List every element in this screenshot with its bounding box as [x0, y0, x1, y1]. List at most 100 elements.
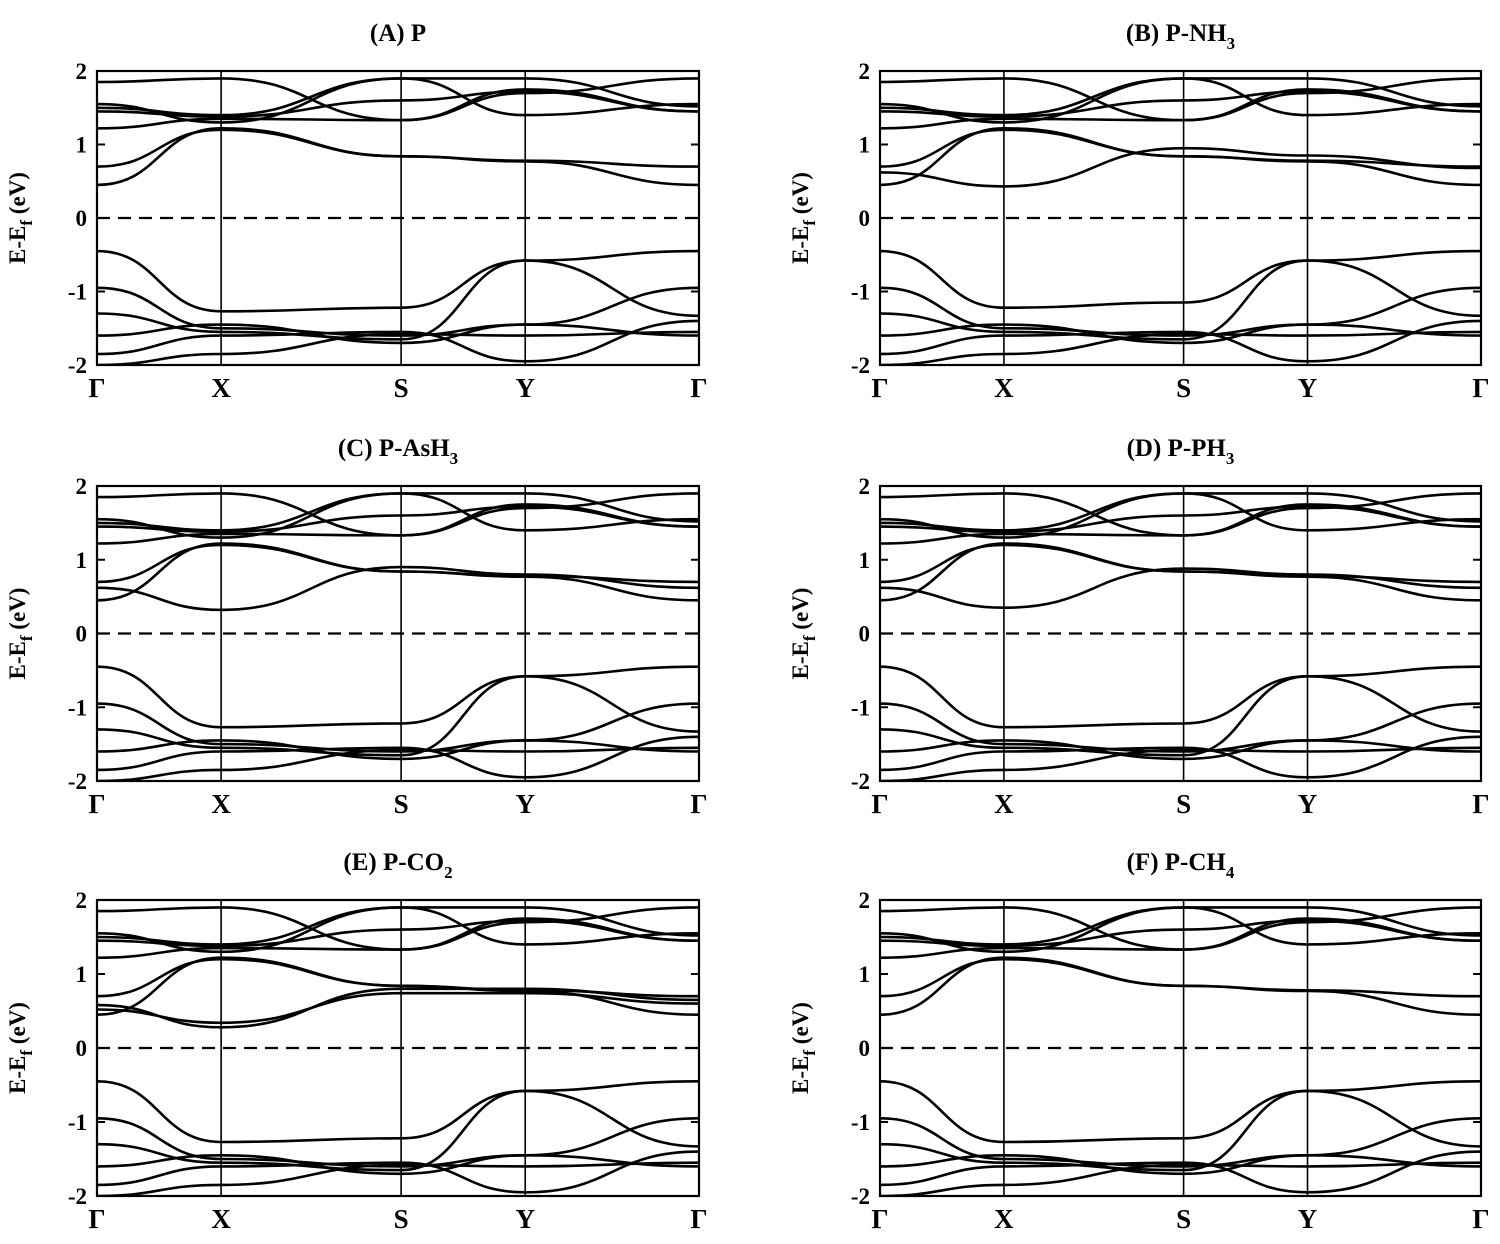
- title-subscript: 3: [1227, 34, 1236, 53]
- y-tick-label: 2: [76, 59, 88, 84]
- x-tick-label: S: [394, 789, 409, 819]
- y-axis-label-main: E-E: [788, 1056, 813, 1094]
- y-axis-label-subscript: f: [800, 1050, 819, 1056]
- band-lines: [880, 492, 1481, 781]
- x-tick-label: S: [394, 1204, 409, 1234]
- y-tick-label: 1: [859, 133, 871, 158]
- x-tick-label: Γ: [88, 789, 105, 819]
- y-tick-label: 0: [76, 622, 88, 647]
- x-tick-label: Γ: [88, 1204, 105, 1234]
- band-vb3: [97, 259, 699, 341]
- panel-title: (A) P: [370, 20, 426, 47]
- y-tick-label: 2: [76, 474, 88, 499]
- y-axis-label-subscript: f: [17, 635, 36, 641]
- x-tick-label: Y: [515, 1204, 535, 1234]
- x-tick-label: Γ: [1472, 373, 1489, 403]
- title-text: (A) P: [370, 20, 426, 47]
- band-lines: [880, 906, 1481, 1196]
- x-tick-label: S: [394, 373, 409, 403]
- band-adsorbate2: [97, 991, 699, 1025]
- y-tick-label: -1: [851, 280, 870, 305]
- y-axis-label-unit: (eV): [5, 172, 30, 220]
- y-tick-label: 0: [76, 1036, 88, 1061]
- x-tick-label: S: [1176, 373, 1191, 403]
- band-cb2: [97, 543, 699, 584]
- x-tick-label: Y: [515, 789, 535, 819]
- x-tick-label: X: [994, 373, 1014, 403]
- band-vb1: [880, 249, 1481, 309]
- band-vb1: [97, 1080, 699, 1144]
- x-tick-label: X: [211, 1204, 231, 1234]
- x-tick-label: Y: [1298, 789, 1318, 819]
- panel-title: (C) P-AsH3: [338, 435, 458, 468]
- band-cb2: [880, 957, 1481, 998]
- y-axis-label-unit: (eV): [788, 1002, 813, 1050]
- x-tick-label: X: [211, 789, 231, 819]
- y-axis-label-unit: (eV): [5, 1002, 30, 1050]
- panel-title: (D) P-PH3: [1127, 435, 1235, 468]
- x-tick-label: Γ: [871, 1204, 888, 1234]
- band-vb3: [97, 675, 699, 757]
- title-subscript: 3: [450, 449, 459, 468]
- y-tick-label: 2: [859, 59, 871, 84]
- title-text: (D) P-PH: [1127, 435, 1227, 462]
- band-vb3: [97, 1089, 699, 1172]
- title-text: (C) P-AsH: [338, 435, 450, 462]
- y-tick-label: -2: [68, 353, 87, 378]
- x-tick-label: X: [994, 1204, 1014, 1234]
- x-tick-label: Γ: [690, 1204, 707, 1234]
- x-tick-label: Y: [1298, 1204, 1318, 1234]
- band-vb1: [97, 665, 699, 729]
- y-tick-label: 0: [859, 206, 871, 231]
- y-tick-label: 0: [859, 1036, 871, 1061]
- y-axis-label-subscript: f: [17, 220, 36, 226]
- x-tick-label: S: [1176, 1204, 1191, 1234]
- x-tick-label: Γ: [690, 789, 707, 819]
- y-axis-label-main: E-E: [5, 641, 30, 679]
- y-axis-label: E-Ef (eV): [5, 172, 36, 264]
- y-axis-label-subscript: f: [800, 220, 819, 226]
- x-tick-label: Γ: [690, 373, 707, 403]
- band-vb1: [97, 249, 699, 313]
- band-lines: [97, 492, 699, 781]
- y-axis-label: E-Ef (eV): [788, 588, 819, 680]
- x-tick-label: X: [211, 373, 231, 403]
- y-tick-label: -2: [68, 1184, 87, 1209]
- title-text: (E) P-CO: [343, 849, 444, 876]
- y-axis-label: E-Ef (eV): [5, 588, 36, 680]
- x-tick-label: Γ: [871, 373, 888, 403]
- y-axis-label-main: E-E: [5, 1056, 30, 1094]
- y-axis-label-unit: (eV): [788, 588, 813, 636]
- band-adsorbate: [880, 146, 1481, 188]
- x-tick-label: Γ: [1472, 1204, 1489, 1234]
- y-tick-label: -1: [68, 280, 87, 305]
- title-subscript: 2: [444, 863, 453, 882]
- title-subscript: 3: [1226, 449, 1235, 468]
- band-vb1: [880, 665, 1481, 729]
- y-axis-label-subscript: f: [800, 635, 819, 641]
- band-lines: [97, 906, 699, 1196]
- y-tick-label: 1: [76, 962, 88, 987]
- y-tick-label: 1: [76, 548, 88, 573]
- band-vb1: [880, 1080, 1481, 1144]
- band-vb3: [880, 1089, 1481, 1172]
- x-tick-label: Y: [1298, 373, 1318, 403]
- band-lines: [880, 77, 1481, 365]
- title-text: (F) P-CH: [1127, 849, 1227, 876]
- y-axis-label-subscript: f: [17, 1050, 36, 1056]
- y-tick-label: -2: [68, 769, 87, 794]
- band-vb3: [880, 259, 1481, 341]
- x-tick-label: X: [994, 789, 1014, 819]
- x-tick-label: Y: [515, 373, 535, 403]
- x-tick-label: S: [1176, 789, 1191, 819]
- y-tick-label: -2: [851, 769, 870, 794]
- y-axis-label-unit: (eV): [5, 588, 30, 636]
- y-axis-label-main: E-E: [788, 226, 813, 264]
